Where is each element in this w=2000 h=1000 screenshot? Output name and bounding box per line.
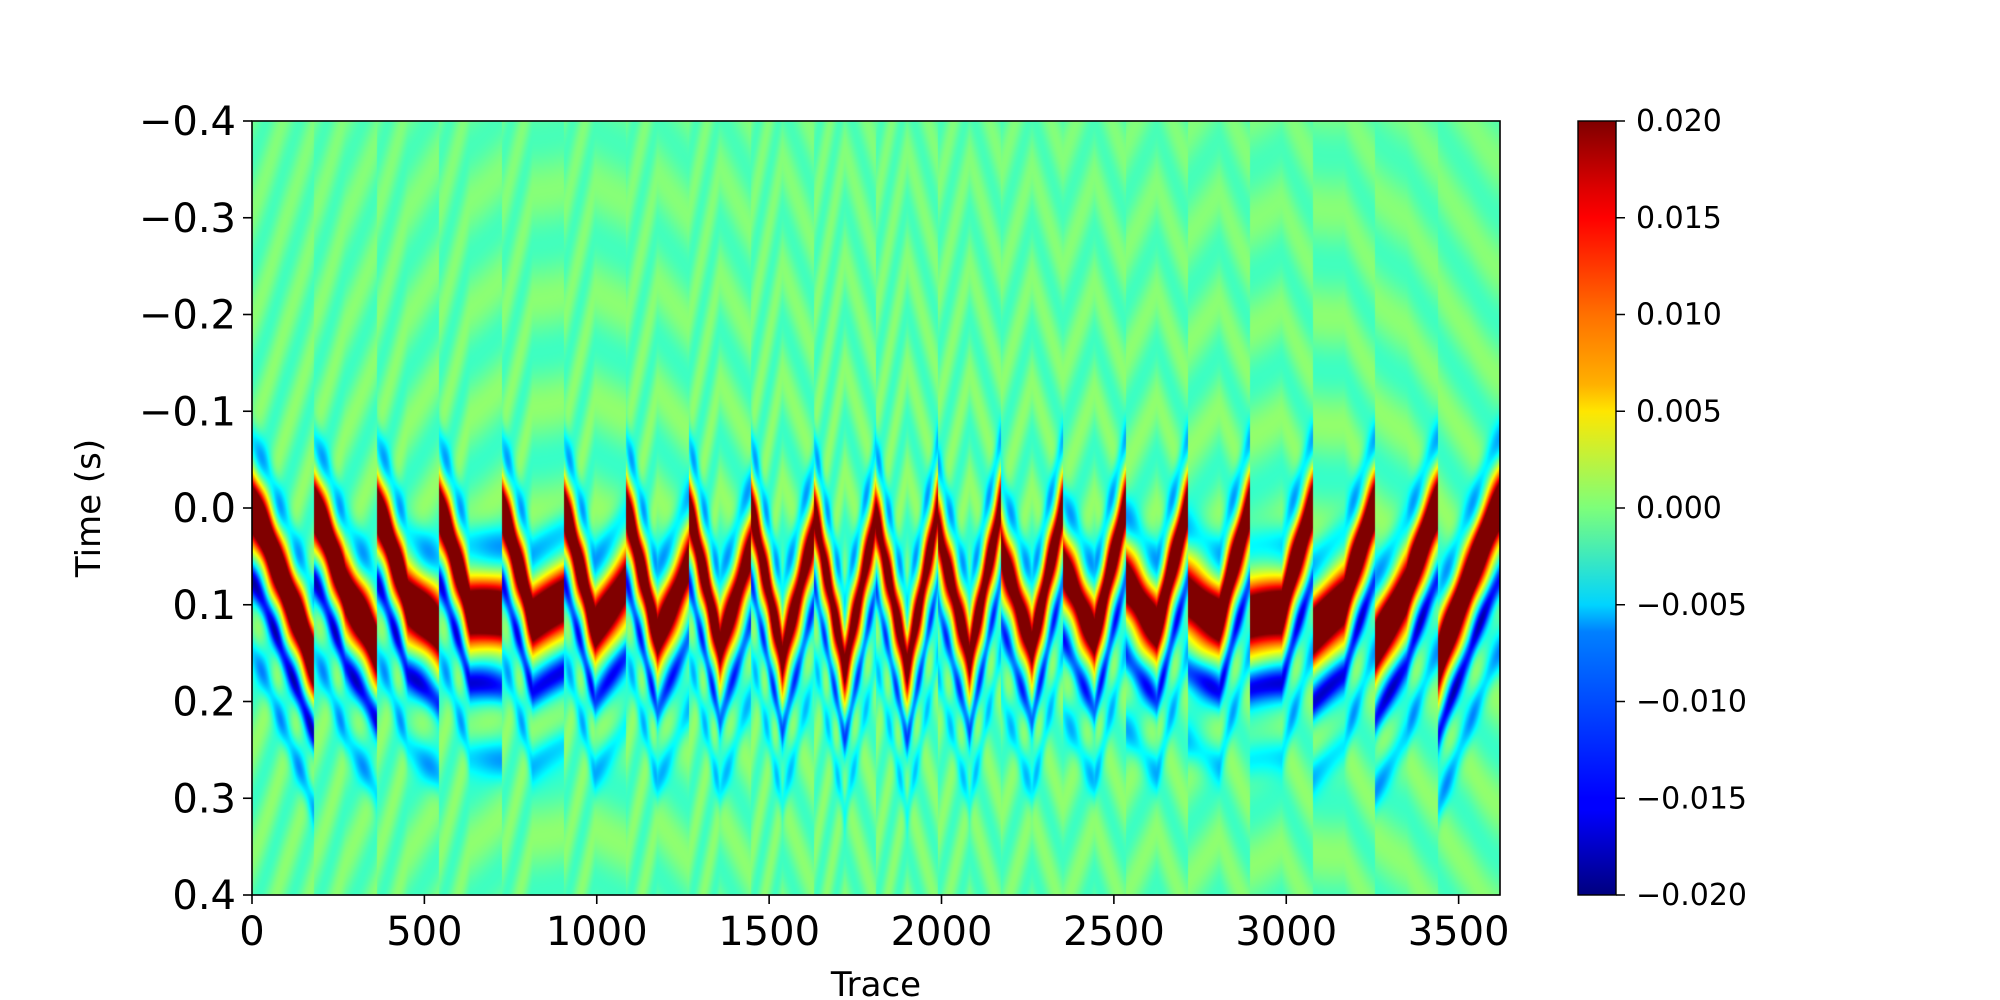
y-axis: −0.4 −0.3 −0.2 −0.1 0.0 0.1 0.2 0.3 0.4 [139,99,252,919]
y-tick-label: −0.2 [139,293,236,339]
colorbar-tick-label: 0.005 [1636,394,1722,429]
y-tick-label: −0.4 [139,99,236,145]
heatmap-area [252,121,1500,895]
y-tick-label: 0.0 [172,486,236,532]
y-tick-label: 0.1 [172,583,236,629]
y-tick-label: 0.4 [172,873,236,919]
y-tick-label: −0.3 [139,196,236,242]
colorbar-tick-label: 0.000 [1636,491,1722,526]
colorbar [1578,121,1616,895]
y-tick-label: 0.3 [172,776,236,822]
y-tick-label: −0.1 [139,389,236,435]
x-axis-label: Trace [830,965,921,1000]
x-axis: 0 500 1000 1500 2000 2500 3000 3500 [239,895,1510,955]
x-tick-label: 1500 [718,909,820,955]
x-tick-label: 3500 [1408,909,1510,955]
heatmap-canvas [252,121,1500,895]
colorbar-tick-label: 0.015 [1636,201,1722,236]
y-axis-label: Time (s) [69,439,109,578]
colorbar-axis: 0.020 0.015 0.010 0.005 0.000 −0.005 −0.010 −0.… [1616,104,1747,913]
x-tick-label: 2000 [891,909,993,955]
colorbar-tick-label: 0.020 [1636,104,1722,139]
x-tick-label: 0 [239,909,264,955]
colorbar-tick-label: −0.010 [1636,685,1747,720]
x-tick-label: 1000 [546,909,648,955]
colorbar-tick-label: −0.020 [1636,878,1747,913]
colorbar-tick-label: 0.010 [1636,298,1722,333]
y-tick-label: 0.2 [172,680,236,726]
x-tick-label: 3000 [1235,909,1337,955]
colorbar-tick-label: −0.005 [1636,588,1747,623]
colorbar-tick-label: −0.015 [1636,781,1747,816]
x-tick-label: 2500 [1063,909,1165,955]
x-tick-label: 500 [386,909,462,955]
